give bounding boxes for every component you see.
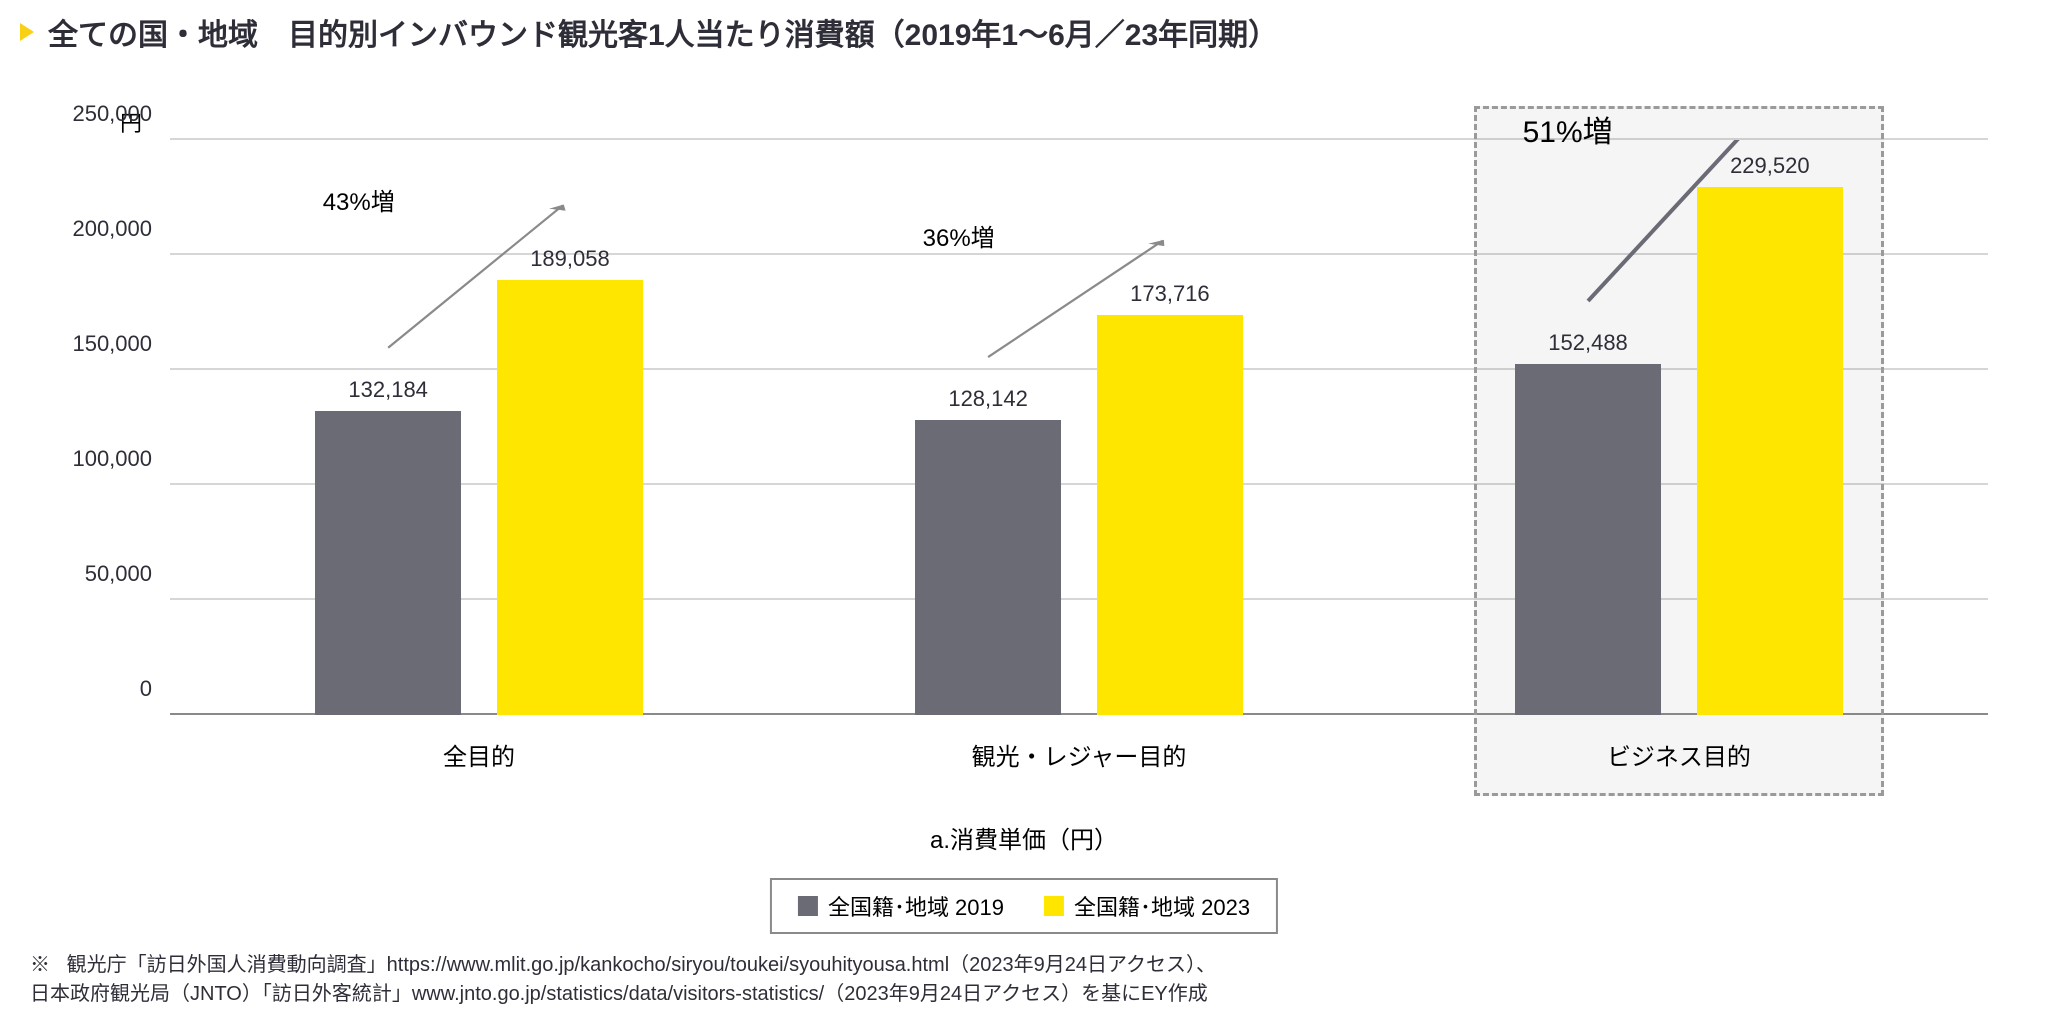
footnote-line: 観光庁「訪日外国人消費動向調査」https://www.mlit.go.jp/k… (67, 954, 1216, 976)
category-label: 全目的 (443, 715, 515, 772)
legend-item: 全国籍･地域 2023 (1044, 890, 1250, 922)
x-axis-title: a.消費単価（円） (930, 820, 1118, 855)
y-tick-label: 50,000 (85, 561, 170, 587)
chart-legend: 全国籍･地域 2019 全国籍･地域 2023 (770, 878, 1278, 934)
footnote-line: 日本政府観光局（JNTO）「訪日外客統計」www.jnto.go.jp/stat… (30, 983, 1208, 1005)
bar-value-label: 189,058 (530, 246, 610, 280)
bar: 152,488 (1515, 364, 1660, 715)
growth-label: 36%増 (923, 218, 995, 253)
bar: 132,184 (315, 411, 460, 715)
title-marker-icon (20, 23, 34, 41)
plot-region: 050,000100,000150,000200,000250,000132,1… (170, 140, 1988, 715)
y-tick-label: 250,000 (72, 101, 170, 127)
bar: 229,520 (1697, 187, 1842, 715)
bar: 128,142 (915, 420, 1060, 715)
bar-value-label: 229,520 (1730, 153, 1810, 187)
legend-swatch-icon (798, 896, 818, 916)
bar-value-label: 152,488 (1548, 330, 1628, 364)
chart-area: 円 050,000100,000150,000200,000250,000132… (40, 110, 2008, 770)
legend-swatch-icon (1044, 896, 1064, 916)
page-title: 全ての国・地域 目的別インバウンド観光客1人当たり消費額（2019年1～6月／2… (48, 10, 1278, 54)
footnote-text: 観光庁「訪日外国人消費動向調査」https://www.mlit.go.jp/k… (30, 954, 1216, 1005)
y-tick-label: 150,000 (72, 331, 170, 357)
y-tick-label: 0 (140, 676, 170, 702)
bar-value-label: 128,142 (948, 386, 1028, 420)
category-label: 観光・レジャー目的 (972, 715, 1187, 772)
page-title-row: 全ての国・地域 目的別インバウンド観光客1人当たり消費額（2019年1～6月／2… (0, 0, 2048, 54)
legend-label: 全国籍･地域 2019 (828, 890, 1004, 922)
bar-value-label: 173,716 (1130, 281, 1210, 315)
legend-item: 全国籍･地域 2019 (798, 890, 1004, 922)
growth-label: 43%増 (323, 182, 395, 217)
bar: 189,058 (497, 280, 642, 715)
legend-label: 全国籍･地域 2023 (1074, 890, 1250, 922)
footnote: ※ 観光庁「訪日外国人消費動向調査」https://www.mlit.go.jp… (30, 951, 2018, 1009)
category-label: ビジネス目的 (1607, 715, 1751, 772)
footnote-marker: ※ (30, 954, 50, 976)
y-tick-label: 200,000 (72, 216, 170, 242)
bar-value-label: 132,184 (348, 377, 428, 411)
y-tick-label: 100,000 (72, 446, 170, 472)
bar: 173,716 (1097, 315, 1242, 715)
growth-label: 51%増 (1523, 107, 1613, 151)
